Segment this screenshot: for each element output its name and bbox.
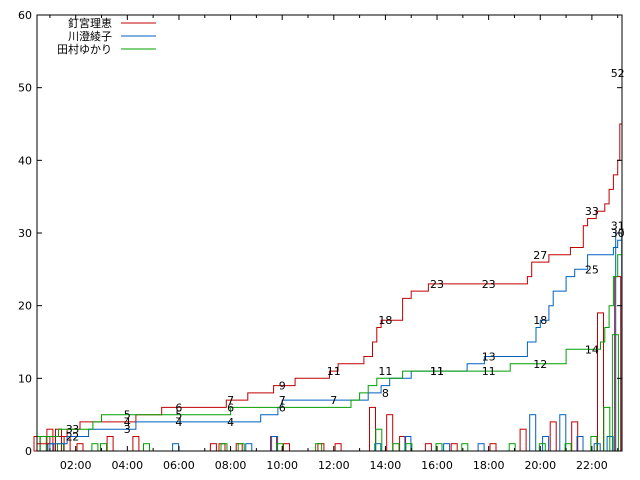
data-label-2-5: 7: [279, 394, 286, 407]
x-tick-label-3: 06:00: [163, 459, 195, 472]
data-label-1-2: 2: [72, 431, 79, 444]
legend-label-3: 田村ゆかり: [57, 42, 112, 56]
data-label-2-4: 4: [227, 416, 234, 429]
data-label-2-10: 25: [585, 263, 599, 276]
data-label-1-10: 23: [482, 278, 496, 291]
data-label-1-12: 33: [585, 205, 599, 218]
x-tick-label-6: 12:00: [318, 459, 350, 472]
data-label-2-9: 18: [533, 314, 547, 327]
data-label-1-5: 7: [227, 394, 234, 407]
y-tick-label-50: 50: [18, 82, 32, 95]
data-label-3-12: 31: [611, 220, 625, 233]
data-label-3-7: 11: [378, 365, 392, 378]
data-label-3-2: 5: [124, 409, 131, 422]
data-label-3-8: 11: [430, 365, 444, 378]
data-label-1-8: 18: [378, 314, 392, 327]
y-tick-label-30: 30: [18, 227, 32, 240]
data-label-2-6: 8: [382, 387, 389, 400]
data-label-1-7: 11: [327, 365, 341, 378]
data-label-1-1: 3: [66, 423, 73, 436]
data-label-3-9: 11: [482, 365, 496, 378]
data-label-1-6: 9: [279, 380, 286, 393]
x-tick-label-9: 18:00: [473, 459, 505, 472]
data-label-2-7: 11: [430, 365, 444, 378]
x-tick-label-7: 14:00: [370, 459, 402, 472]
x-tick-label-5: 10:00: [266, 459, 298, 472]
data-label-1-3: 4: [124, 416, 131, 429]
data-label-3-5: 6: [279, 401, 286, 414]
data-label-1-4: 6: [175, 401, 182, 414]
data-label-3-10: 12: [533, 358, 547, 371]
data-label-2-3: 4: [175, 416, 182, 429]
data-label-1-9: 23: [430, 278, 444, 291]
data-label-2-1: 2: [66, 431, 73, 444]
y-tick-label-10: 10: [18, 372, 32, 385]
data-label-1-13: 52: [611, 67, 625, 80]
y-tick-label-20: 20: [18, 300, 32, 313]
axes-layer: 0 10 20 30 40 50 60 02:00 04:00 06:00 08:00 10:00 12…: [18, 9, 622, 472]
data-label-1-11: 27: [533, 249, 547, 262]
data-label-3-3: 5: [175, 409, 182, 422]
data-label-3-4: 6: [227, 401, 234, 414]
legend-label-2: 川澄綾子: [68, 29, 112, 43]
x-tick-label-11: 22:00: [576, 459, 608, 472]
lines-layer: [37, 73, 623, 452]
x-tick-label-10: 20:00: [524, 459, 556, 472]
legend-label-1: 釘宮理恵: [68, 16, 112, 30]
series-line-3: [37, 225, 623, 437]
data-label-2-8: 13: [482, 351, 496, 364]
y-tick-label-60: 60: [18, 9, 32, 22]
x-tick-label-2: 04:00: [111, 459, 143, 472]
data-label-2-2: 3: [124, 423, 131, 436]
x-tick-label-8: 16:00: [421, 459, 453, 472]
x-tick-label-4: 08:00: [215, 459, 247, 472]
y-tick-label-40: 40: [18, 154, 32, 167]
data-label-3-1: 3: [72, 423, 79, 436]
y-tick-label-0: 0: [25, 445, 32, 458]
data-label-3-11: 14: [585, 343, 599, 356]
x-tick-label-1: 02:00: [60, 459, 92, 472]
data-label-3-6: 7: [330, 394, 337, 407]
